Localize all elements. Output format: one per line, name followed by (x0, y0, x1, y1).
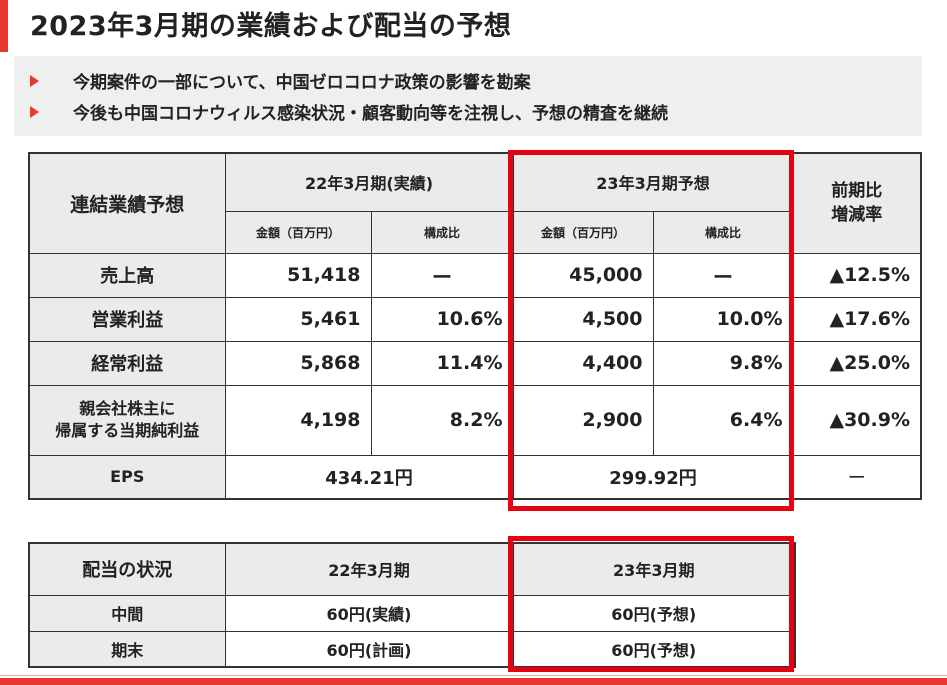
change-cell: ▲30.9% (792, 384, 922, 456)
next-amount-cell: 2,900 (512, 384, 654, 456)
dividend-next-header: 23年3月期 (512, 542, 796, 596)
dividend-table: 配当の状況 22年3月期 23年3月期 中間 60円(実績) 60円(予想) 期… (28, 542, 796, 668)
next-amount-cell: 4,400 (512, 340, 654, 386)
eps-change-cell: ー (792, 454, 922, 500)
prev-amount-cell: 5,868 (224, 340, 372, 386)
period-next-header: 23年3月期予想 (512, 152, 794, 212)
dividend-next-cell: 60円(予想) (512, 630, 796, 668)
prev-amount-cell: 5,461 (224, 296, 372, 342)
period-prev-header: 22年3月期(実績) (224, 152, 514, 212)
row-label: 経常利益 (28, 340, 226, 386)
prev-amount-cell: 4,198 (224, 384, 372, 456)
footer-divider (0, 675, 947, 676)
bullet-item-1: 今期案件の一部について、中国ゼロコロナ政策の影響を勘案 (30, 68, 531, 93)
bullet-item-2: 今後も中国コロナウィルス感染状況・顧客動向等を注視し、予想の精査を継続 (30, 99, 668, 124)
change-cell: ▲17.6% (792, 296, 922, 342)
table-row: 売上高 51,418 ー 45,000 ー ▲12.5% (28, 252, 922, 298)
row-label: 売上高 (28, 252, 226, 298)
eps-prev-cell: 434.21円 (224, 454, 514, 500)
results-corner-label: 連結業績予想 (28, 152, 226, 254)
row-label: 営業利益 (28, 296, 226, 342)
prev-ratio-cell: 8.2% (370, 384, 514, 456)
bullet-text-2: 今後も中国コロナウィルス感染状況・顧客動向等を注視し、予想の精査を継続 (73, 104, 668, 124)
next-ratio-cell: 9.8% (652, 340, 794, 386)
dividend-prev-cell: 60円(計画) (224, 630, 514, 668)
results-forecast-table: 連結業績予想 22年3月期(実績) 23年3月期予想 前期比 増減率 金額（百万… (28, 152, 922, 500)
next-amount-cell: 45,000 (512, 252, 654, 298)
prev-ratio-cell: ー (370, 252, 514, 298)
change-rate-header: 前期比 増減率 (792, 152, 922, 254)
dividend-row-label: 中間 (28, 594, 226, 632)
title-accent-bar (0, 0, 8, 52)
prev-amount-cell: 51,418 (224, 252, 372, 298)
next-ratio-cell: 10.0% (652, 296, 794, 342)
page-title: 2023年3月期の業績および配当の予想 (30, 11, 512, 42)
triangle-bullet-icon (30, 106, 39, 118)
dividend-prev-cell: 60円(実績) (224, 594, 514, 632)
eps-label: EPS (28, 454, 226, 500)
table-row: 経常利益 5,868 11.4% 4,400 9.8% ▲25.0% (28, 340, 922, 386)
table-row: 営業利益 5,461 10.6% 4,500 10.0% ▲17.6% (28, 296, 922, 342)
dividend-next-cell: 60円(予想) (512, 594, 796, 632)
prev-ratio-subheader: 構成比 (370, 210, 514, 254)
bullet-box: 今期案件の一部について、中国ゼロコロナ政策の影響を勘案 今後も中国コロナウィルス… (14, 56, 922, 136)
table-row: 親会社株主に 帰属する当期純利益 4,198 8.2% 2,900 6.4% ▲… (28, 384, 922, 456)
prev-ratio-cell: 10.6% (370, 296, 514, 342)
row-label: 親会社株主に 帰属する当期純利益 (28, 384, 226, 456)
prev-amount-subheader: 金額（百万円） (224, 210, 372, 254)
eps-next-cell: 299.92円 (512, 454, 794, 500)
next-ratio-cell: ー (652, 252, 794, 298)
change-cell: ▲25.0% (792, 340, 922, 386)
prev-ratio-cell: 11.4% (370, 340, 514, 386)
next-amount-cell: 4,500 (512, 296, 654, 342)
next-ratio-cell: 6.4% (652, 384, 794, 456)
next-amount-subheader: 金額（百万円） (512, 210, 654, 254)
eps-row: EPS 434.21円 299.92円 ー (28, 454, 922, 500)
next-ratio-subheader: 構成比 (652, 210, 794, 254)
change-cell: ▲12.5% (792, 252, 922, 298)
footer-accent-bar (0, 678, 947, 685)
dividend-prev-header: 22年3月期 (224, 542, 514, 596)
dividend-corner-label: 配当の状況 (28, 542, 226, 596)
table-row: 中間 60円(実績) 60円(予想) (28, 594, 796, 632)
triangle-bullet-icon (30, 75, 39, 87)
table-row: 期末 60円(計画) 60円(予想) (28, 630, 796, 668)
bullet-text-1: 今期案件の一部について、中国ゼロコロナ政策の影響を勘案 (73, 73, 531, 93)
dividend-row-label: 期末 (28, 630, 226, 668)
